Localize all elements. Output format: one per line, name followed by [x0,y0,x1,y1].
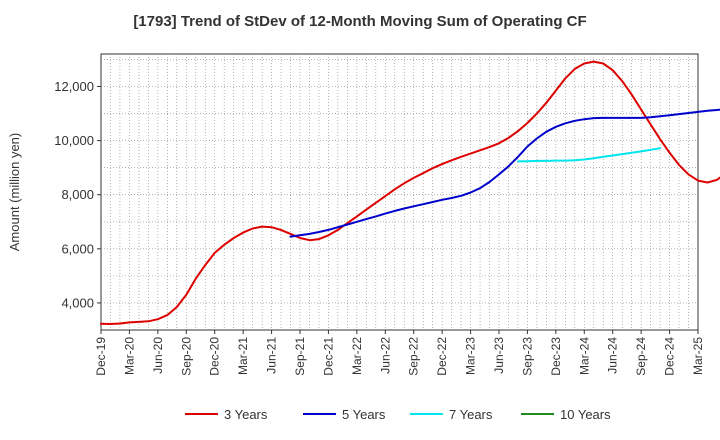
x-tick-label: Mar-24 [577,337,591,375]
y-tick-label: 12,000 [54,79,94,94]
x-tick-label: Jun-23 [492,337,506,374]
x-axis-ticks: Dec-19 Mar-20 Jun-20 Sep-20 Dec-20 Mar-21 Jun-… [94,330,705,376]
legend-label: 7 Years [449,407,493,422]
x-tick-label: Jun-22 [378,337,392,374]
x-tick-label: Mar-25 [691,337,705,375]
y-tick-label: 8,000 [61,187,94,202]
chart-title: [1793] Trend of StDev of 12-Month Moving… [133,13,587,30]
x-tick-label: Sep-23 [520,337,534,376]
legend-label: 5 Years [342,407,386,422]
y-tick-label: 10,000 [54,133,94,148]
x-tick-label: Sep-24 [634,337,648,376]
x-tick-label: Sep-22 [407,337,421,376]
x-tick-label: Dec-23 [549,337,563,376]
x-tick-label: Mar-20 [122,337,136,375]
y-axis-label: Amount (million yen) [7,133,22,252]
x-tick-label: Mar-22 [350,337,364,375]
series-lines [100,60,720,325]
x-tick-label: Mar-23 [464,337,478,375]
x-tick-label: Sep-21 [293,337,307,376]
x-tick-label: Dec-21 [321,337,335,376]
plot-area [100,53,699,331]
legend-label: 10 Years [560,407,611,422]
y-tick-label: 4,000 [61,295,94,310]
x-tick-label: Dec-22 [435,337,449,376]
y-axis-ticks: 4,000 6,000 8,000 10,000 12,000 [54,79,101,310]
series-line-5-years [289,108,720,238]
x-tick-label: Dec-19 [94,337,108,376]
legend-label: 3 Years [224,407,268,422]
x-tick-label: Jun-21 [265,337,279,374]
x-tick-label: Dec-24 [663,337,677,376]
y-tick-label: 6,000 [61,241,94,256]
x-tick-label: Jun-20 [151,337,165,374]
legend: 3 Years 5 Years 7 Years 10 Years [185,407,611,422]
x-tick-label: Jun-24 [606,337,620,374]
series-line-7-years [517,147,662,163]
x-tick-label: Sep-20 [179,337,193,376]
x-tick-label: Dec-20 [208,337,222,376]
x-tick-label: Mar-21 [236,337,250,375]
grid [101,54,698,330]
